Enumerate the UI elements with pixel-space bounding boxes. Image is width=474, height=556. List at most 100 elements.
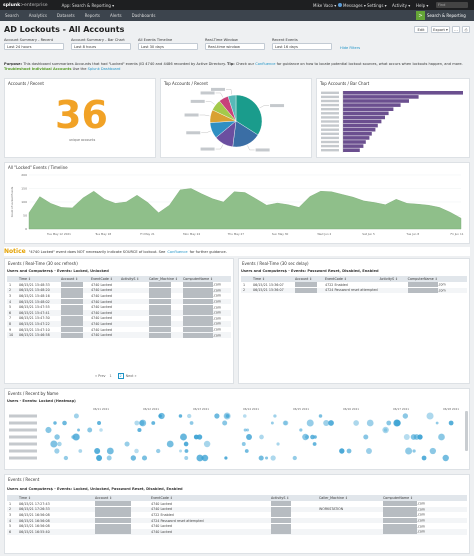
heatmap-point[interactable] <box>328 420 334 426</box>
confluence-link[interactable]: Confluence <box>255 62 276 66</box>
nav-alerts[interactable]: Alerts <box>110 13 122 18</box>
heatmap-point[interactable] <box>225 414 230 418</box>
heatmap-point[interactable] <box>187 413 192 419</box>
settings-menu[interactable]: Settings ▾ <box>367 2 387 8</box>
heatmap-point[interactable] <box>366 448 372 454</box>
time-range-dropdown[interactable]: Last 30 days <box>138 43 198 50</box>
table-row[interactable]: 5 06/15/21 15:47:55 4740 Locked .com <box>7 304 231 310</box>
bar[interactable] <box>343 95 419 99</box>
heatmap-point[interactable] <box>270 421 274 425</box>
heatmap-point[interactable] <box>106 455 112 461</box>
heatmap-point[interactable] <box>405 447 413 455</box>
heatmap-point[interactable] <box>180 433 187 441</box>
heatmap-point[interactable] <box>323 419 330 427</box>
heatmap-point[interactable] <box>421 455 427 461</box>
col-eventcode[interactable]: EventCode ↕ <box>323 276 378 282</box>
heatmap-point[interactable] <box>292 455 297 461</box>
heatmap-point[interactable] <box>246 434 252 440</box>
heatmap-point[interactable] <box>438 433 445 441</box>
bar[interactable] <box>343 148 360 152</box>
bar[interactable] <box>343 119 382 124</box>
heatmap-point[interactable] <box>196 454 204 462</box>
table-row[interactable]: 7 06/15/21 15:47:30 4740 Locked .com <box>7 315 231 322</box>
page-2[interactable]: 2 <box>117 373 124 379</box>
heatmap-point[interactable] <box>158 414 162 418</box>
heatmap-point[interactable] <box>353 420 359 426</box>
heatmap-point[interactable] <box>45 426 52 434</box>
heatmap-point[interactable] <box>178 414 183 418</box>
bar[interactable] <box>343 111 389 116</box>
bar[interactable] <box>343 107 394 111</box>
heatmap-point[interactable] <box>197 434 203 440</box>
heatmap-point[interactable] <box>203 440 211 448</box>
col-time[interactable]: Time ↕ <box>251 276 293 282</box>
heatmap-point[interactable] <box>429 447 437 455</box>
heatmap-point[interactable] <box>435 421 439 425</box>
heatmap-point[interactable] <box>258 455 264 461</box>
bar[interactable] <box>343 144 364 148</box>
heatmap-point[interactable] <box>366 419 374 427</box>
heatmap-point[interactable] <box>54 448 60 454</box>
nav-datasets[interactable]: Datasets <box>56 13 75 18</box>
heatmap-point[interactable] <box>134 448 139 454</box>
heatmap-point[interactable] <box>246 428 250 432</box>
user-menu[interactable]: Mike Vaco ▾ <box>313 2 337 8</box>
bar[interactable] <box>343 132 372 136</box>
heatmap-point[interactable] <box>77 428 80 432</box>
heatmap-point[interactable] <box>346 448 352 454</box>
heatmap-point[interactable] <box>214 413 220 419</box>
table-row[interactable]: 2 06/15/21 17:26:33 4740 Locked WORKSTATION… <box>7 506 467 513</box>
heatmap-point[interactable] <box>137 427 142 433</box>
nav-dashboards[interactable]: Dashboards <box>131 13 156 18</box>
heatmap-point[interactable] <box>282 420 288 426</box>
heatmap-point[interactable] <box>310 434 315 440</box>
nav-search[interactable]: Search <box>5 13 19 18</box>
time-range-dropdown[interactable]: Last 24 hours <box>4 43 64 50</box>
heatmap-point[interactable] <box>73 413 79 419</box>
table-row[interactable]: 3 06/15/21 15:48:16 4740 Locked .com <box>7 293 231 299</box>
more-button[interactable]: ... <box>452 26 460 33</box>
heatmap-point[interactable] <box>53 421 57 425</box>
heatmap-point[interactable] <box>222 420 228 426</box>
heatmap-point[interactable] <box>106 447 114 455</box>
table-row[interactable]: 8 06/15/21 15:47:22 4740 Locked .com <box>7 321 231 327</box>
heatmap-point[interactable] <box>306 419 314 427</box>
heatmap-point[interactable] <box>283 420 289 426</box>
nav-analytics[interactable]: Analytics <box>28 13 47 18</box>
bar[interactable] <box>343 127 376 132</box>
notice-confluence-link[interactable]: Confluence <box>167 249 188 254</box>
col-activity[interactable]: ActivityS ↕ <box>377 276 406 282</box>
table-row[interactable]: 9 06/15/21 15:47:10 4740 Locked .com <box>7 327 231 333</box>
heatmap-point[interactable] <box>72 433 80 441</box>
col-time[interactable]: Time ↕ <box>17 276 59 282</box>
col-computer[interactable]: ComputerName ↕ <box>381 495 467 501</box>
page-1[interactable]: 1 <box>109 374 112 378</box>
heatmap-point[interactable] <box>54 434 60 440</box>
bar[interactable] <box>343 99 409 103</box>
col-computer[interactable]: ComputerName ↕ <box>405 276 467 282</box>
col-activity[interactable]: ActivityS ↕ <box>119 276 147 282</box>
heatmap-point[interactable] <box>448 420 454 426</box>
splunk-logo[interactable]: splunk>enterprise <box>3 3 48 8</box>
table-row[interactable]: 4 06/15/21 15:48:02 4740 Locked .com <box>7 298 231 305</box>
edit-button[interactable]: Edit <box>414 26 428 33</box>
bar[interactable] <box>343 103 401 107</box>
col-activity[interactable]: ActivityS ↕ <box>269 495 317 501</box>
heatmap-point[interactable] <box>184 456 189 460</box>
heatmap-point[interactable] <box>363 434 369 440</box>
heatmap-point[interactable] <box>87 427 93 433</box>
nav-reports[interactable]: Reports <box>84 13 101 18</box>
time-range-dropdown[interactable]: Last 8 hours <box>71 43 131 50</box>
heatmap-scrollbar[interactable] <box>465 411 468 451</box>
bar[interactable] <box>343 123 378 128</box>
table-row[interactable]: 1 06/15/21 15:36:07 4722 Enabled .com <box>241 282 467 288</box>
heatmap-point[interactable] <box>141 455 148 461</box>
prev-page-link[interactable]: « Prev <box>95 374 106 378</box>
table-row[interactable]: 3 06/15/21 16:56:08 4722 Enabled .com <box>7 512 467 518</box>
heatmap-point[interactable] <box>244 449 249 453</box>
export-button[interactable]: Export ▾ <box>431 26 450 33</box>
table-row[interactable]: 2 06/15/21 15:48:20 4740 Locked .com <box>7 287 231 294</box>
heatmap-point[interactable] <box>241 442 246 446</box>
heatmap-point[interactable] <box>96 455 103 461</box>
heatmap-point[interactable] <box>57 441 62 447</box>
